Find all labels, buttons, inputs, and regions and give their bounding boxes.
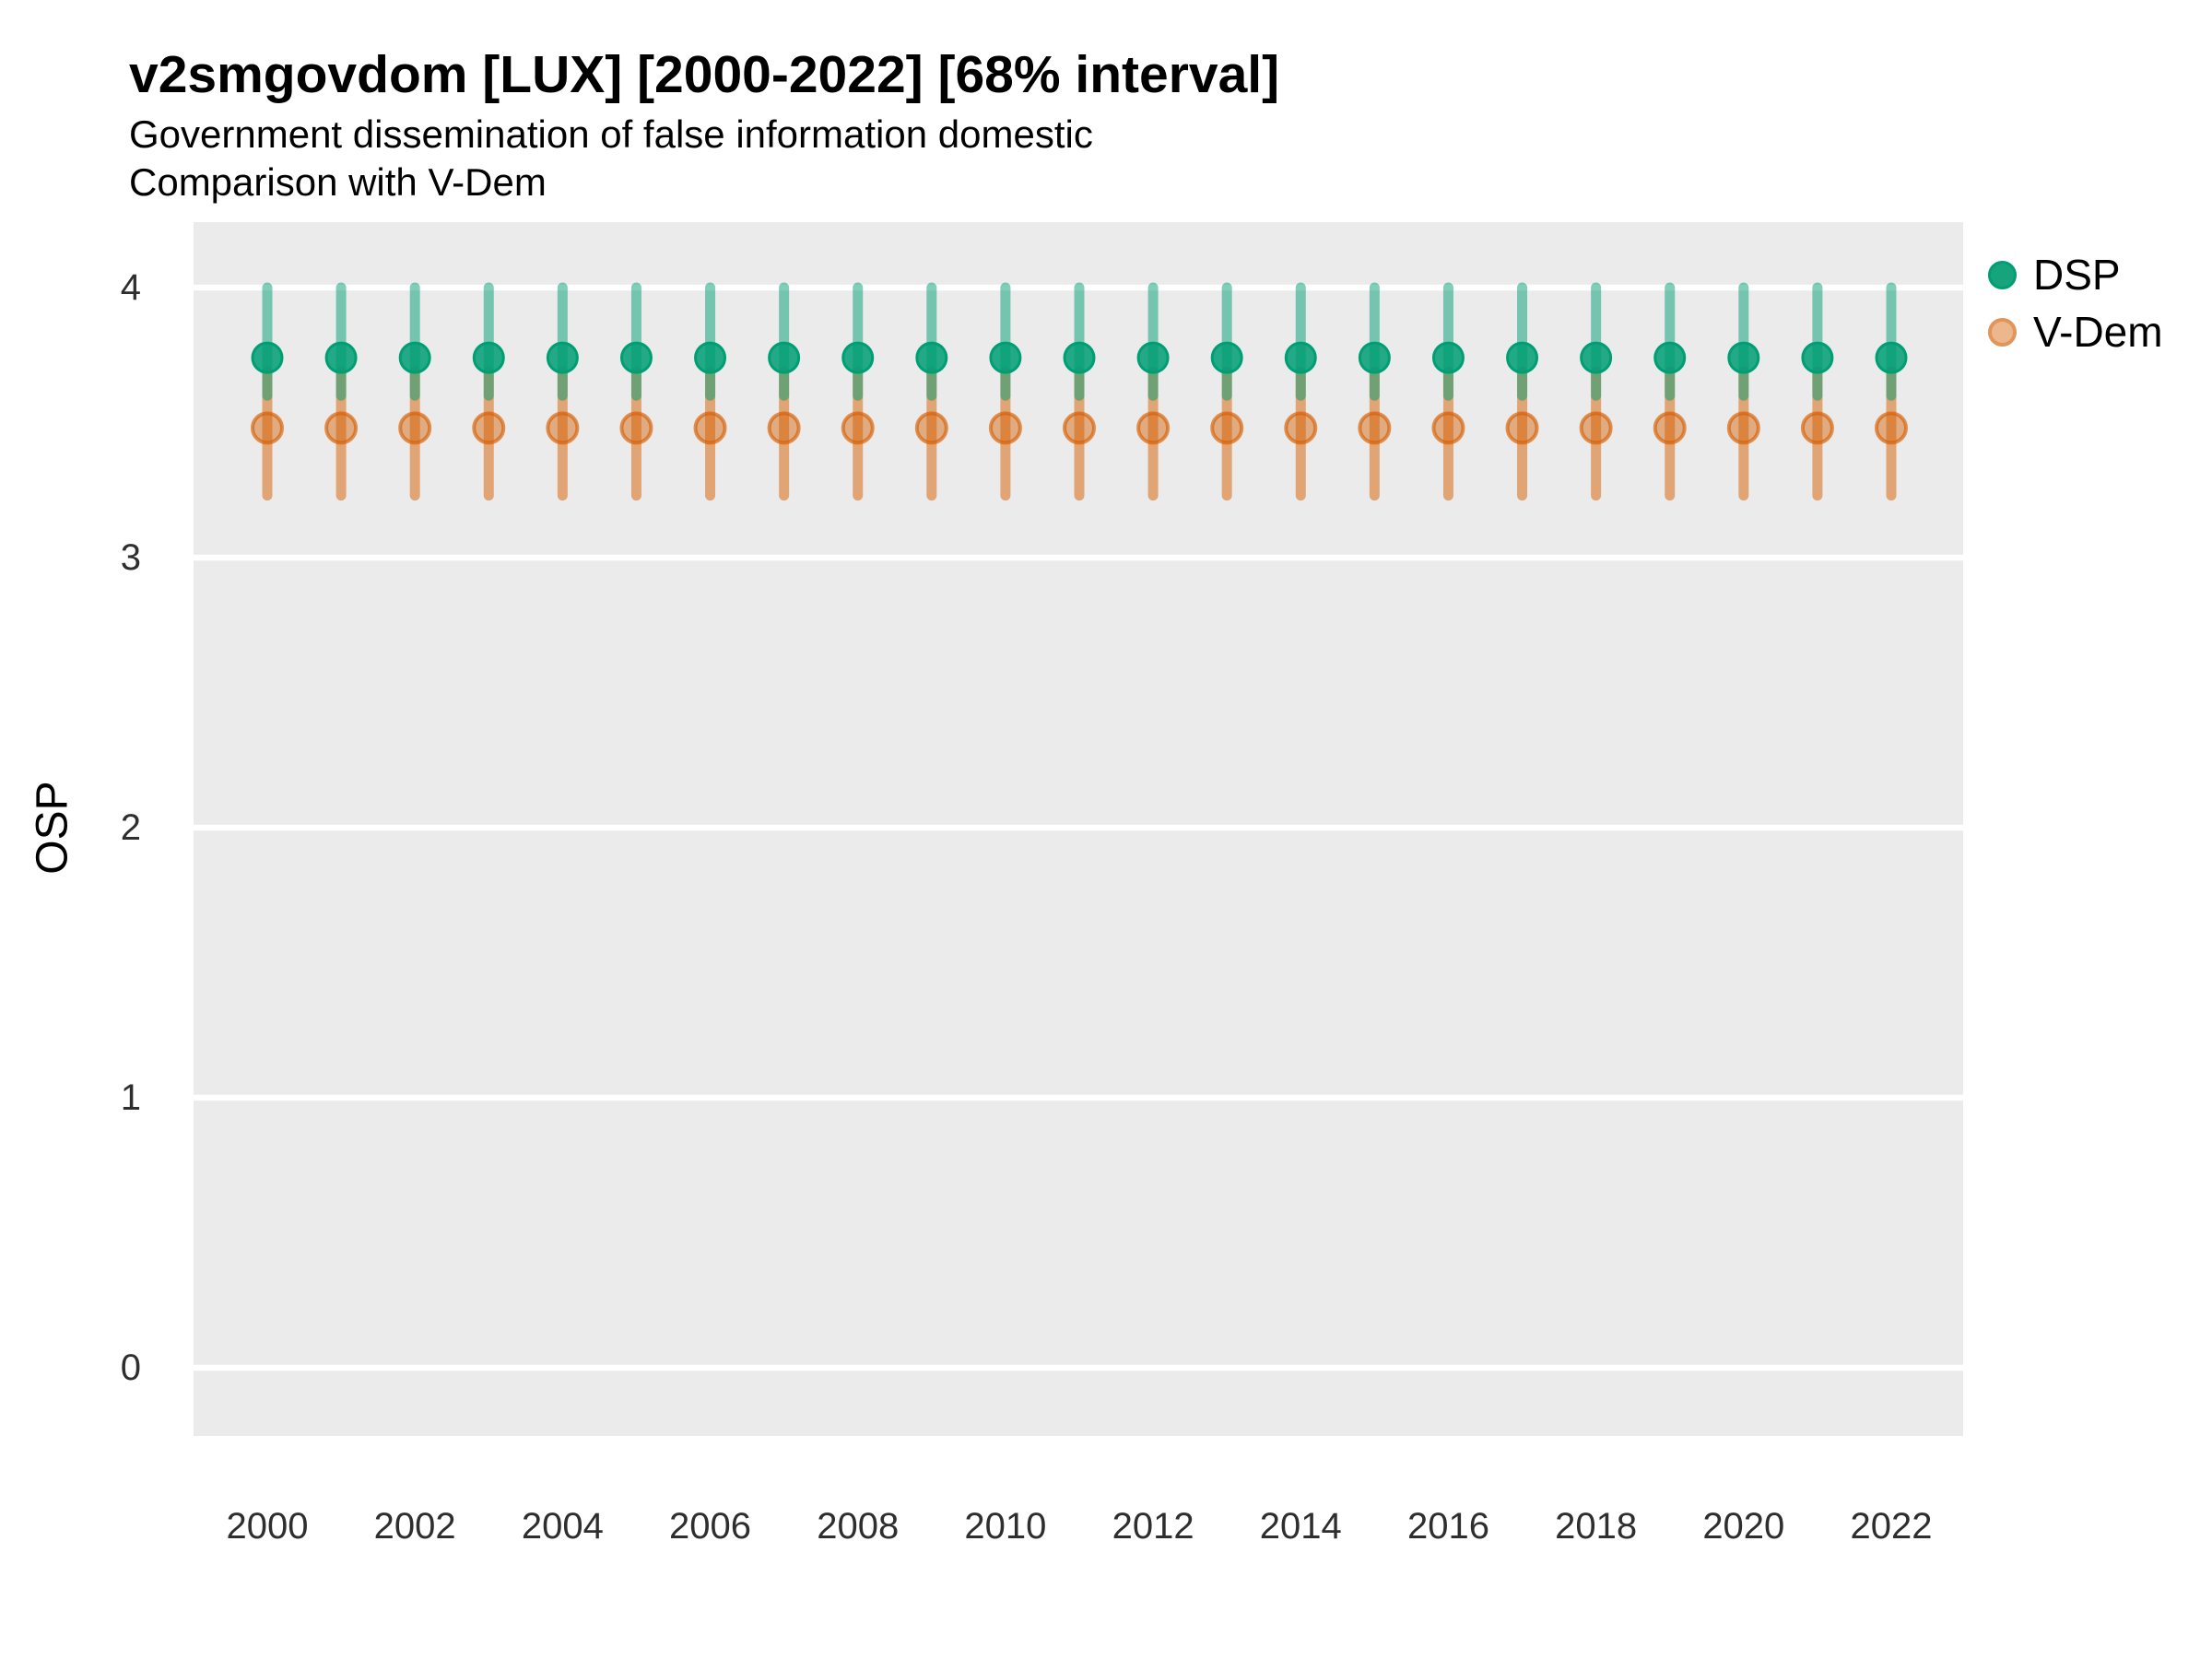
x-tick-label-2016: 2016 bbox=[1406, 1506, 1489, 1547]
dsp-legend-dot-icon bbox=[1988, 260, 2017, 289]
point-v-dem-2012 bbox=[1136, 411, 1171, 445]
point-v-dem-2003 bbox=[472, 411, 506, 445]
point-dsp-2017 bbox=[1506, 341, 1539, 374]
x-tick-label-2018: 2018 bbox=[1555, 1506, 1638, 1547]
legend: DSP V-Dem bbox=[1988, 249, 2163, 363]
point-dsp-2005 bbox=[619, 341, 653, 374]
legend-item-vdem: V-Dem bbox=[1988, 306, 2163, 358]
point-v-dem-2006 bbox=[693, 411, 727, 445]
chart-title: v2smgovdom [LUX] [2000-2022] [68% interv… bbox=[129, 45, 1280, 104]
point-dsp-2003 bbox=[472, 341, 505, 374]
x-tick-label-2010: 2010 bbox=[964, 1506, 1047, 1547]
point-dsp-2016 bbox=[1431, 341, 1465, 374]
point-v-dem-2011 bbox=[1063, 411, 1096, 445]
point-dsp-2006 bbox=[694, 341, 727, 374]
point-v-dem-2002 bbox=[398, 411, 432, 445]
point-dsp-2007 bbox=[768, 341, 801, 374]
point-dsp-2014 bbox=[1284, 341, 1317, 374]
x-tick-label-2012: 2012 bbox=[1112, 1506, 1194, 1547]
y-tick-label-3: 3 bbox=[120, 537, 141, 578]
y-tick-label-1: 1 bbox=[120, 1077, 141, 1118]
point-v-dem-2014 bbox=[1284, 411, 1318, 445]
x-tick-label-2000: 2000 bbox=[226, 1506, 309, 1547]
point-dsp-2012 bbox=[1136, 341, 1170, 374]
point-dsp-2000 bbox=[251, 341, 284, 374]
point-v-dem-2008 bbox=[841, 411, 875, 445]
point-v-dem-2020 bbox=[1726, 411, 1760, 445]
point-v-dem-2000 bbox=[251, 411, 284, 445]
point-v-dem-2004 bbox=[546, 411, 580, 445]
legend-item-dsp: DSP bbox=[1988, 249, 2163, 300]
point-v-dem-2005 bbox=[619, 411, 653, 445]
point-dsp-2001 bbox=[324, 341, 358, 374]
x-tick-label-2004: 2004 bbox=[521, 1506, 604, 1547]
point-dsp-2009 bbox=[915, 341, 948, 374]
x-tick-label-2008: 2008 bbox=[817, 1506, 900, 1547]
point-v-dem-2010 bbox=[988, 411, 1022, 445]
chart-subtitle-line1: Government dissemination of false inform… bbox=[129, 112, 1093, 156]
point-v-dem-2001 bbox=[324, 411, 359, 445]
x-tick-label-2020: 2020 bbox=[1702, 1506, 1785, 1547]
point-dsp-2002 bbox=[398, 341, 431, 374]
point-v-dem-2018 bbox=[1579, 411, 1613, 445]
x-tick-label-2022: 2022 bbox=[1850, 1506, 1933, 1547]
point-v-dem-2016 bbox=[1431, 411, 1465, 445]
point-v-dem-2022 bbox=[1875, 411, 1908, 445]
point-dsp-2022 bbox=[1875, 341, 1908, 374]
point-dsp-2015 bbox=[1358, 341, 1391, 374]
chart-subtitle-line2: Comparison with V-Dem bbox=[129, 160, 547, 204]
point-dsp-2020 bbox=[1727, 341, 1760, 374]
point-v-dem-2021 bbox=[1800, 411, 1834, 445]
point-v-dem-2013 bbox=[1210, 411, 1244, 445]
point-dsp-2011 bbox=[1063, 341, 1096, 374]
legend-label-dsp: DSP bbox=[2033, 251, 2121, 299]
x-tick-label-2002: 2002 bbox=[373, 1506, 456, 1547]
vdem-legend-dot-icon bbox=[1988, 317, 2017, 347]
y-tick-label-4: 4 bbox=[120, 267, 141, 308]
x-tick-label-2006: 2006 bbox=[669, 1506, 752, 1547]
y-tick-label-2: 2 bbox=[120, 807, 141, 848]
point-dsp-2021 bbox=[1801, 341, 1834, 374]
point-dsp-2013 bbox=[1210, 341, 1243, 374]
point-v-dem-2017 bbox=[1505, 411, 1539, 445]
y-tick-label-0: 0 bbox=[120, 1347, 141, 1388]
point-dsp-2019 bbox=[1653, 341, 1687, 374]
point-v-dem-2009 bbox=[914, 411, 948, 445]
point-v-dem-2019 bbox=[1653, 411, 1687, 445]
x-tick-label-2014: 2014 bbox=[1259, 1506, 1342, 1547]
point-dsp-2008 bbox=[841, 341, 875, 374]
point-dsp-2010 bbox=[989, 341, 1022, 374]
point-v-dem-2015 bbox=[1358, 411, 1392, 445]
point-v-dem-2007 bbox=[767, 411, 801, 445]
point-dsp-2004 bbox=[546, 341, 579, 374]
legend-label-vdem: V-Dem bbox=[2033, 308, 2163, 356]
point-dsp-2018 bbox=[1580, 341, 1613, 374]
